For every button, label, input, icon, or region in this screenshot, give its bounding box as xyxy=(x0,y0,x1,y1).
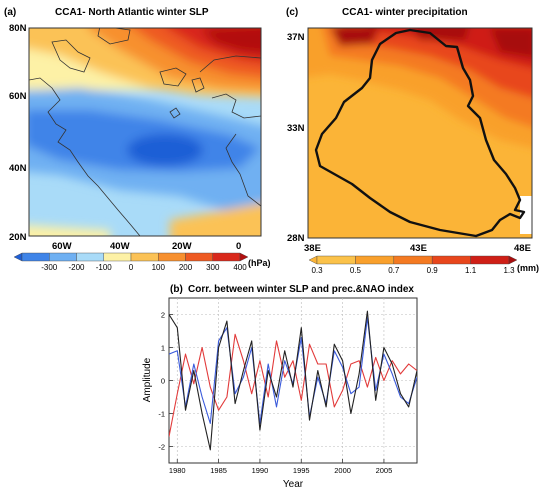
panel-b-title: Corr. between winter SLP and prec.&NAO i… xyxy=(188,284,414,295)
lon-label-40w: 40W xyxy=(110,241,130,252)
slp-colorbar-tick-label: 300 xyxy=(206,263,220,272)
grid xyxy=(169,298,417,463)
slp-colorbar-segment xyxy=(49,252,77,262)
lat-label-33n: 33N xyxy=(287,123,305,134)
lon-label-60w: 60W xyxy=(52,241,72,252)
slp-colorbar-tick-label: 100 xyxy=(152,263,166,272)
y-axis-label: Amplitude xyxy=(142,357,153,402)
y-tick-label: 0 xyxy=(161,377,165,386)
precip-colorbar-tick-label: 0.9 xyxy=(427,266,439,275)
precip-colorbar-tick-label: 0.5 xyxy=(350,266,362,275)
precip-colorbar-segment xyxy=(355,255,394,265)
lat-label-20n: 20N xyxy=(9,232,27,243)
slp-colorbar-tick-label: 400 xyxy=(233,263,247,272)
x-tick-label: 1995 xyxy=(293,466,310,475)
y-tick-label: -1 xyxy=(158,410,165,419)
iraq-border xyxy=(314,28,526,238)
slp-colorbar-tick-label: -300 xyxy=(41,263,58,272)
lat-label-28n: 28N xyxy=(287,233,305,244)
slp-colorbar-tick-label: -200 xyxy=(68,263,85,272)
panel-a-title: CCA1- North Atlantic winter SLP xyxy=(55,7,209,18)
precip-colorbar: 0.3 0.5 0.7 0.9 1.1 1.3 xyxy=(308,255,518,275)
precip-map-frame xyxy=(307,27,533,239)
slp-colorbar-tick-label: -100 xyxy=(96,263,113,272)
series-line-2 xyxy=(169,333,417,437)
axis-ticks: 1980 1985 1990 1995 2000 2005 -2 -1 0 1 2 xyxy=(158,311,392,476)
slp-colorbar-unit: (hPa) xyxy=(248,258,271,268)
y-tick-label: -2 xyxy=(158,443,165,452)
series-lines xyxy=(169,310,417,451)
slp-colorbar-segment xyxy=(21,252,50,262)
precip-colorbar-tick-label: 0.7 xyxy=(388,266,400,275)
panel-c-label: (c) xyxy=(286,7,298,18)
precip-colorbar-tick-label: 1.3 xyxy=(503,266,515,275)
slp-colorbar-segment xyxy=(13,252,23,262)
lat-label-37n: 37N xyxy=(287,32,305,43)
y-tick-label: 2 xyxy=(161,311,165,320)
precip-colorbar-tick-label: 1.1 xyxy=(465,266,477,275)
x-axis-label: Year xyxy=(283,479,304,490)
x-tick-label: 2000 xyxy=(334,466,351,475)
precip-colorbar-segment xyxy=(308,255,318,265)
panel-c: (c) CCA1- winter precipitation 37N 33N 2… xyxy=(286,7,539,275)
slp-colorbar-segment xyxy=(212,252,241,262)
series-line-0 xyxy=(169,310,417,451)
y-tick-label: 1 xyxy=(161,344,165,353)
precip-colorbar-segment xyxy=(316,255,356,265)
lat-label-80n: 80N xyxy=(9,23,27,34)
panel-a: (a) CCA1- North Atlantic winter SLP xyxy=(4,7,271,272)
slp-colorbar-segment xyxy=(185,252,213,262)
precip-colorbar-tick-label: 0.3 xyxy=(311,266,323,275)
lat-label-40n: 40N xyxy=(9,163,27,174)
x-tick-label: 1990 xyxy=(252,466,269,475)
slp-colorbar: -300 -200 -100 0 100 200 300 400 xyxy=(13,252,249,272)
precip-colorbar-unit: (mm) xyxy=(517,263,539,273)
precip-map xyxy=(308,28,532,238)
slp-colorbar-segment xyxy=(76,252,104,262)
lon-label-48e: 48E xyxy=(514,243,531,254)
slp-colorbar-segment xyxy=(239,252,249,262)
panel-b: (b) Corr. between winter SLP and prec.&N… xyxy=(142,284,418,490)
panel-a-label: (a) xyxy=(4,7,16,18)
panel-b-label: (b) xyxy=(170,284,183,295)
slp-colorbar-tick-label: 200 xyxy=(179,263,193,272)
precip-colorbar-segment xyxy=(393,255,433,265)
precip-colorbar-segment xyxy=(432,255,471,265)
precip-colorbar-segment xyxy=(470,255,510,265)
slp-colorbar-segment xyxy=(130,252,159,262)
slp-colorbar-segment xyxy=(158,252,186,262)
lon-label-38e: 38E xyxy=(304,243,321,254)
lon-label-20w: 20W xyxy=(172,241,192,252)
x-tick-label: 2005 xyxy=(376,466,393,475)
slp-colorbar-tick-label: 0 xyxy=(129,263,134,272)
x-tick-label: 1980 xyxy=(169,466,186,475)
lon-label-0: 0 xyxy=(236,241,241,252)
lat-label-60n: 60N xyxy=(9,91,27,102)
slp-colorbar-segment xyxy=(103,252,132,262)
precip-colorbar-segment xyxy=(508,255,518,265)
slp-map-frame xyxy=(28,27,262,237)
slp-map xyxy=(29,28,261,236)
lon-label-43e: 43E xyxy=(410,243,427,254)
x-tick-label: 1985 xyxy=(210,466,227,475)
panel-c-title: CCA1- winter precipitation xyxy=(342,7,468,18)
